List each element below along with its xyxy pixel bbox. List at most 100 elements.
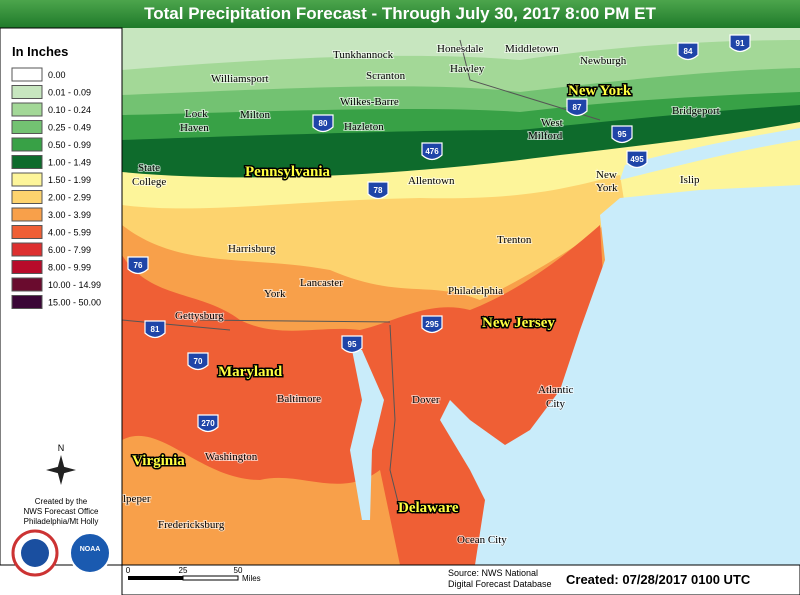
interstate-shield [127, 256, 149, 275]
city-label: Milford [528, 130, 563, 142]
city-label: New [596, 169, 617, 181]
interstate-label: 78 [374, 186, 383, 195]
nws-logo [21, 539, 49, 567]
interstate-label: 81 [151, 325, 160, 334]
interstate-label: 495 [630, 155, 644, 164]
city-label: Scranton [366, 70, 406, 82]
city-label: Gettysburg [175, 310, 224, 322]
scale-label: 50 [234, 566, 243, 575]
scale-bar [128, 576, 183, 580]
legend-swatch [11, 85, 43, 99]
sound [620, 128, 800, 180]
legend-swatch [11, 295, 43, 309]
city-label: City [546, 398, 565, 410]
state-label: Maryland [218, 364, 283, 380]
city-label: Lancaster [300, 277, 343, 289]
city-label: Wilkes-Barre [340, 96, 399, 108]
legend-swatch [11, 120, 43, 134]
compass [46, 455, 76, 485]
scale-unit: Miles [242, 574, 261, 583]
legend-label: 3.00 - 3.99 [48, 210, 91, 220]
legend: 0.00 0.01 - 0.09 0.10 - 0.24 0.25 - 0.49 0.5… [11, 67, 101, 309]
city-label: Allentown [408, 175, 455, 187]
interstate-label: 270 [201, 419, 215, 428]
legend-label: 10.00 - 14.99 [48, 280, 101, 290]
border [121, 39, 601, 511]
legend-label: 0.25 - 0.49 [48, 123, 91, 133]
title: Total Precipitation Forecast - Through J… [144, 4, 656, 23]
legend-label: 0.50 - 0.99 [48, 140, 91, 150]
noaa-logo [69, 532, 111, 574]
city-label: Williamsport [211, 73, 269, 85]
interstate-label: 95 [348, 340, 357, 349]
title-bar [0, 0, 800, 28]
interstate-shield [677, 42, 699, 61]
scale-bar [182, 575, 239, 581]
labels: New York Pennsylvania New Jersey Marylan… [122, 42, 721, 547]
city-label: Newburgh [580, 55, 627, 67]
legend-title: In Inches [12, 44, 68, 59]
map [121, 28, 800, 565]
legend-label: 15.00 - 50.00 [48, 298, 101, 308]
city-label: Lock [185, 108, 208, 120]
noaa-text: NOAA [80, 546, 101, 553]
source: Digital Forecast Database [448, 579, 552, 589]
shields: 84 91 87 80 476 95 495 78 76 81 70 270 295 95 [127, 34, 751, 433]
city-label: West [541, 117, 563, 129]
interstate-shield [367, 181, 389, 200]
city-label: Baltimore [277, 393, 321, 405]
north-label: N [58, 443, 65, 453]
city-label: Islip [680, 174, 700, 186]
city-label: Tunkhannock [333, 49, 394, 61]
interstate-label: 295 [425, 320, 439, 329]
city-label: Middletown [505, 43, 559, 55]
legend-label: 1.50 - 1.99 [48, 175, 91, 185]
interstate-shield [729, 34, 751, 53]
legend-swatch [11, 207, 43, 222]
city-label: State [138, 162, 160, 174]
state-label: Delaware [398, 500, 459, 516]
legend-swatch [11, 277, 43, 292]
scale-label: 25 [179, 566, 188, 575]
interstate-label: 80 [319, 119, 328, 128]
city-label: Philadelphia [448, 285, 503, 297]
legend-swatch [11, 67, 43, 82]
interstate-shield [421, 142, 443, 161]
city-label: York [596, 182, 618, 194]
city-label: Honesdale [437, 43, 484, 55]
bay [350, 350, 384, 520]
city-label: Washington [205, 451, 258, 463]
legend-swatch [11, 260, 43, 274]
interstate-label: 84 [684, 47, 693, 56]
legend-swatch [11, 225, 43, 239]
city-label: lpeper [123, 493, 151, 505]
city-label: College [132, 176, 166, 188]
city-label: Atlantic [538, 384, 574, 396]
legend-label: 0.10 - 0.24 [48, 105, 91, 115]
interstate-shield [187, 352, 209, 371]
interstate-label: 76 [134, 261, 143, 270]
legend-swatch [11, 172, 43, 187]
interstate-label: 70 [194, 357, 203, 366]
city-label: Trenton [497, 234, 532, 246]
interstate-shield [421, 315, 443, 334]
state-label: Pennsylvania [245, 164, 331, 180]
city-label: Ocean City [457, 534, 507, 546]
legend-swatch [11, 102, 43, 117]
legend-swatch [11, 190, 43, 204]
interstate-shield [144, 320, 166, 339]
legend-label: 0.01 - 0.09 [48, 88, 91, 98]
interstate-label: 476 [425, 147, 439, 156]
credit: Philadelphia/Mt Holly [24, 517, 99, 526]
city-label: Hawley [450, 63, 485, 75]
state-label: New Jersey [482, 315, 555, 331]
city-label: Haven [180, 122, 209, 134]
interstate-shield [611, 125, 633, 144]
legend-label: 4.00 - 5.99 [48, 228, 91, 238]
state-label: Virginia [132, 453, 185, 469]
interstate-shield [626, 150, 648, 169]
city-label: York [264, 288, 286, 300]
legend-swatch [11, 242, 43, 257]
ocean [440, 185, 800, 565]
